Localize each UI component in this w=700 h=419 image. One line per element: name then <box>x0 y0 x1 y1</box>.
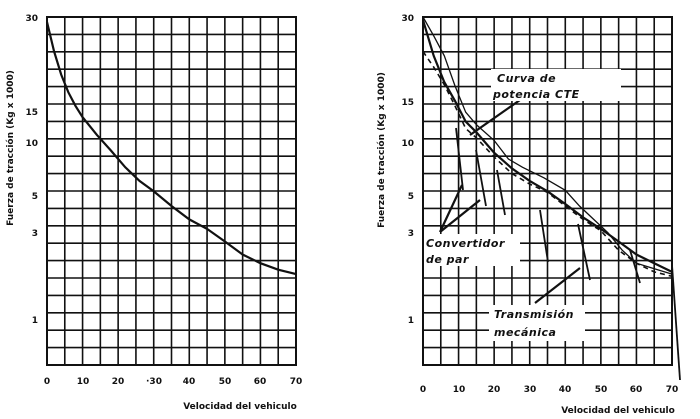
y-tick-label: 30 <box>25 14 38 24</box>
y-tick-label: 1 <box>32 316 38 326</box>
plot-frame-right <box>422 16 673 366</box>
x-tick-label: 40 <box>183 377 196 387</box>
annotation-bg <box>491 69 621 101</box>
annotation-power-line2: potencia CTE <box>492 88 580 101</box>
leader-line-converter <box>439 184 463 233</box>
annotation-mechanical-line2: mecánica <box>494 326 556 339</box>
y-tick-label: 1 <box>408 316 414 326</box>
series-line-converter <box>422 51 673 278</box>
x-tick-label: 70 <box>666 385 679 395</box>
chart-left: 30 15 10 5 3 1 0 10 20 ·30 40 50 60 70 V… <box>5 14 302 412</box>
x-axis-label-right: Velocidad del vehiculo <box>561 406 675 416</box>
x-tick-label: 0 <box>44 377 50 387</box>
leader-line-mechanical <box>534 267 581 304</box>
x-tick-label: 50 <box>219 377 232 387</box>
x-tick-label: 10 <box>453 385 466 395</box>
gear-step-line <box>455 127 464 191</box>
x-tick-label: 70 <box>290 377 303 387</box>
y-tick-label: 15 <box>25 108 38 118</box>
x-tick-label: ·30 <box>146 377 162 387</box>
x-axis-label-left: Velocidad del vehiculo <box>183 402 297 412</box>
annotation-converter-line1: Convertidor <box>426 237 505 250</box>
y-tick-label: 30 <box>401 14 414 24</box>
y-tick-label: 3 <box>32 229 38 239</box>
gear-step-line <box>629 249 641 284</box>
leader-line-converter <box>439 199 481 233</box>
chart-right: Curva de potencia CTE Convertidor de par… <box>376 14 681 416</box>
x-tick-label: 20 <box>488 385 501 395</box>
gear-step-line <box>475 149 487 207</box>
annotation-converter-line2: de par <box>426 253 469 266</box>
x-tick-label: 60 <box>254 377 267 387</box>
x-tick-label: 60 <box>630 385 643 395</box>
plot-frame-left <box>46 16 297 366</box>
y-axis-label-left: Fuerza de tracción (Kg x 1000) <box>5 70 16 226</box>
y-axis-label-right: Fuerza de tracción (Kg x 1000) <box>376 72 387 228</box>
y-tick-label: 15 <box>401 98 414 108</box>
x-tick-label: 30 <box>524 385 537 395</box>
x-tick-label: 20 <box>112 377 125 387</box>
gear-step-line <box>539 209 549 263</box>
y-tick-label: 10 <box>25 139 38 149</box>
y-tick-label: 10 <box>401 139 414 149</box>
gear-step-line <box>496 169 506 216</box>
x-tick-label: 40 <box>559 385 572 395</box>
annotation-bg <box>424 234 520 266</box>
grid-left <box>47 17 296 365</box>
y-tick-label: 3 <box>408 229 414 239</box>
x-tick-label: 0 <box>420 385 426 395</box>
series-line-mechanical <box>422 16 673 275</box>
y-tick-label: 5 <box>408 192 414 202</box>
x-tick-label: 50 <box>595 385 608 395</box>
annotation-bg <box>489 305 585 341</box>
annotation-mechanical-line1: Transmisión <box>494 308 574 321</box>
annotation-power-line1: Curva de <box>497 72 556 85</box>
gear-step-line <box>671 264 681 381</box>
series-line-left <box>45 21 297 276</box>
x-tick-label: 10 <box>77 377 90 387</box>
leader-line-power <box>469 99 521 136</box>
gear-step-lines <box>455 127 681 381</box>
y-tick-label: 5 <box>32 192 38 202</box>
gear-step-line <box>577 223 591 281</box>
annotation-leaders <box>439 99 581 304</box>
series-line-power <box>421 19 673 273</box>
